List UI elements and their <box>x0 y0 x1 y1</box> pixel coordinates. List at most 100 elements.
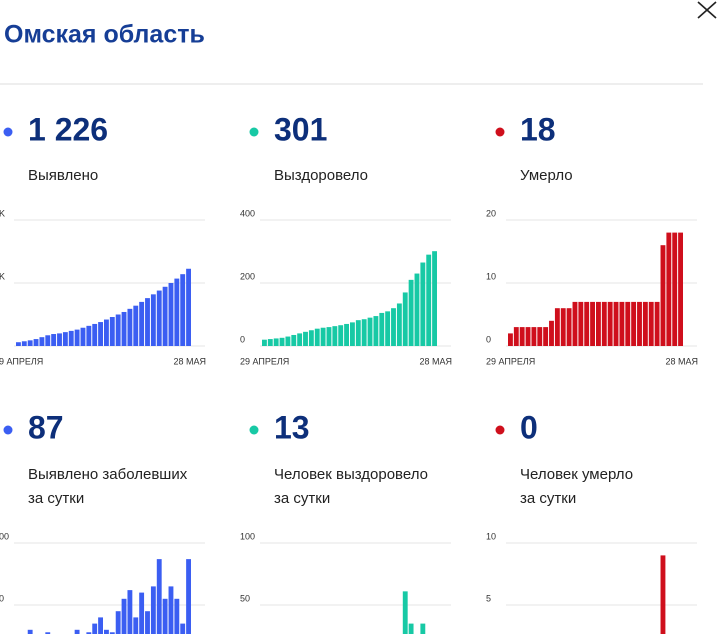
legend-dot <box>249 425 259 435</box>
bar <box>391 308 396 346</box>
stat-label: Человек умерло <box>520 466 633 483</box>
bar <box>174 278 180 346</box>
bar <box>262 339 267 346</box>
y-tick-label: 400 <box>240 208 255 218</box>
stat-label: Выявлено <box>28 167 98 184</box>
bar <box>537 327 543 346</box>
x-tick-label: 28 МАЯ <box>419 356 452 366</box>
y-tick-label: 1K <box>0 271 5 281</box>
bar <box>314 328 320 346</box>
bar <box>367 317 373 346</box>
stat-label: за сутки <box>520 490 576 507</box>
close-button[interactable] <box>697 1 717 19</box>
bar <box>660 555 666 639</box>
y-tick-label: 5 <box>486 593 491 603</box>
bar <box>637 301 642 346</box>
x-tick-label: 29 АПРЕЛЯ <box>486 356 535 366</box>
bar <box>508 333 513 346</box>
bar <box>554 308 560 346</box>
bar <box>180 274 186 346</box>
bar <box>186 268 191 346</box>
bar <box>168 586 174 639</box>
bar <box>672 232 678 346</box>
y-tick-label: 10 <box>486 531 496 541</box>
bar <box>27 340 33 346</box>
bar <box>74 629 80 639</box>
bar <box>104 319 109 346</box>
bar <box>326 327 332 346</box>
stat-number: 301 <box>274 111 327 147</box>
bar <box>86 325 92 346</box>
bar <box>121 311 127 346</box>
bar <box>338 325 344 346</box>
bar <box>678 232 683 346</box>
bar <box>344 323 349 346</box>
bar <box>98 322 103 346</box>
bar <box>168 283 174 346</box>
bar <box>127 308 133 346</box>
bar <box>408 279 414 346</box>
bar <box>385 311 391 346</box>
stat-number: 13 <box>274 409 310 445</box>
legend-dot <box>249 127 259 137</box>
bar <box>68 330 74 346</box>
y-tick-label: 50 <box>0 593 4 603</box>
bar <box>607 301 613 346</box>
bar <box>584 301 590 346</box>
bar <box>39 337 45 346</box>
bar <box>162 286 168 346</box>
bar <box>525 327 531 346</box>
region-title: Омская область <box>4 21 205 49</box>
bar <box>62 332 68 346</box>
bar <box>115 314 121 346</box>
bar <box>402 292 408 346</box>
bar <box>420 262 426 346</box>
x-tick-label: 29 АПРЕЛЯ <box>240 356 289 366</box>
bar <box>396 303 402 346</box>
bar <box>631 301 637 346</box>
y-tick-label: 0 <box>486 334 491 344</box>
y-tick-label: 10 <box>486 271 496 281</box>
stat-label: за сутки <box>28 490 84 507</box>
bar <box>432 251 437 346</box>
bar <box>92 623 98 639</box>
bar <box>320 327 326 346</box>
stat-number: 18 <box>520 111 556 147</box>
bar <box>45 335 51 346</box>
stat-label: Выявлено заболевших <box>28 466 188 483</box>
bar <box>33 339 39 346</box>
bar <box>303 331 308 346</box>
bar <box>654 301 660 346</box>
bar <box>57 333 62 346</box>
x-tick-label: 29 АПРЕЛЯ <box>0 356 43 366</box>
y-tick-label: 2K <box>0 208 5 218</box>
bar <box>21 341 27 346</box>
bar <box>402 591 408 639</box>
legend-dot <box>3 425 13 435</box>
bar <box>361 319 367 346</box>
bar <box>566 308 572 346</box>
bar <box>186 559 191 639</box>
bar <box>139 592 145 639</box>
bar <box>666 232 672 346</box>
bar <box>613 301 619 346</box>
x-tick-label: 28 МАЯ <box>173 356 206 366</box>
bar <box>156 290 162 346</box>
bar <box>109 317 115 346</box>
bar <box>80 327 86 346</box>
bar <box>150 294 156 346</box>
bar <box>578 301 584 346</box>
bar <box>408 623 414 639</box>
bar <box>519 327 525 346</box>
bar <box>648 301 654 346</box>
bar <box>572 301 578 346</box>
stat-label: Умерло <box>520 167 573 184</box>
stat-number: 0 <box>520 409 538 445</box>
bar <box>127 590 133 639</box>
bar <box>98 617 103 639</box>
bar <box>379 312 385 346</box>
legend-dot <box>495 425 505 435</box>
bar <box>267 339 273 346</box>
bar <box>332 326 338 346</box>
